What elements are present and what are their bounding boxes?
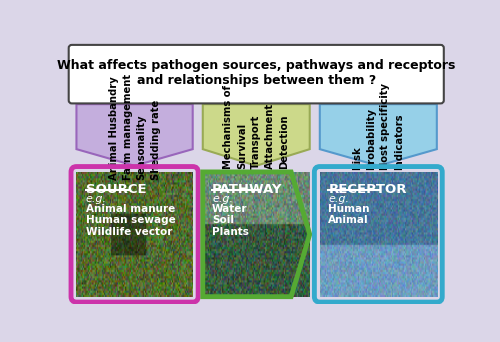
Text: RECEPTOR: RECEPTOR (328, 183, 407, 196)
Polygon shape (320, 104, 437, 166)
FancyBboxPatch shape (68, 45, 444, 103)
Text: Mechanisms of
Survival
Transport
Attachment
Detection: Mechanisms of Survival Transport Attachm… (223, 85, 289, 169)
Text: and relationships between them ?: and relationships between them ? (136, 74, 376, 87)
Text: e.g.: e.g. (212, 194, 233, 203)
Text: What affects pathogen sources, pathways and receptors: What affects pathogen sources, pathways … (57, 59, 456, 72)
FancyBboxPatch shape (58, 36, 454, 309)
Text: Plants: Plants (212, 227, 249, 237)
Text: Wildlife vector: Wildlife vector (86, 227, 172, 237)
Text: Animal manure: Animal manure (86, 203, 175, 213)
Text: Animal Husbandry
Farm management
Seasonality
Shedding rate: Animal Husbandry Farm management Seasona… (108, 74, 160, 180)
Text: Soil: Soil (212, 215, 234, 225)
Text: SOURCE: SOURCE (86, 183, 146, 196)
Polygon shape (203, 104, 310, 166)
Text: Human sewage: Human sewage (86, 215, 176, 225)
Text: e.g.: e.g. (328, 194, 349, 203)
Text: Animal: Animal (328, 215, 369, 225)
Text: e.g.: e.g. (86, 194, 107, 203)
Text: Human: Human (328, 203, 370, 213)
Text: Risk
Probability
Host specificity
Indicators: Risk Probability Host specificity Indica… (352, 83, 405, 170)
Text: Water: Water (212, 203, 248, 213)
Polygon shape (76, 104, 192, 166)
Text: PATHWAY: PATHWAY (212, 183, 282, 196)
